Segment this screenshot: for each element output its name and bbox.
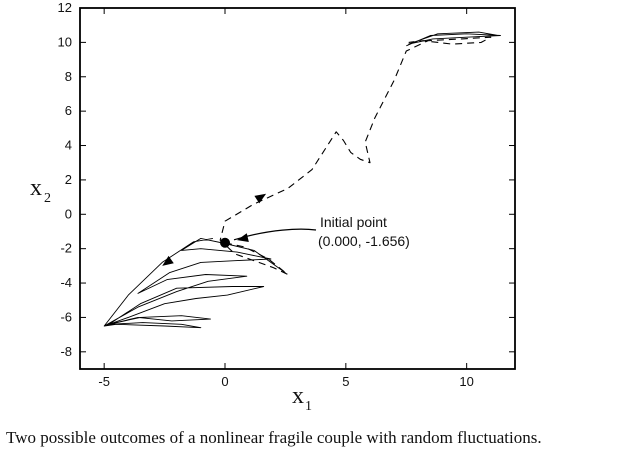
y-axis-label: x: [30, 175, 42, 201]
x-tick-label: 0: [221, 374, 228, 389]
y-tick-label: -4: [60, 275, 72, 290]
x-axis-label: x: [292, 383, 304, 409]
arrow-head-1: [254, 193, 267, 204]
x-tick-label: -5: [98, 374, 110, 389]
axis-ticks: -5 0 5 10 -8 -6 -4 -2 0 2 4 6 8 10 12: [58, 0, 515, 389]
figure-caption: Two possible outcomes of a nonlinear fra…: [6, 428, 542, 447]
plot-frame: [79, 7, 516, 370]
y-axis-label-subscript: 2: [44, 191, 51, 206]
y-tick-label: -8: [60, 344, 72, 359]
y-tick-label: 8: [65, 69, 72, 84]
y-tick-label: 6: [65, 103, 72, 118]
x-tick-label: 5: [342, 374, 349, 389]
solid-trajectory-2: [406, 31, 501, 47]
dashed-trajectory-1: [219, 36, 492, 276]
x-tick-label: 10: [459, 374, 473, 389]
initial-point-label: Initial point: [320, 214, 387, 230]
y-tick-label: 4: [65, 138, 72, 153]
y-tick-label: 10: [58, 34, 72, 49]
initial-point-callout-line: [233, 228, 317, 241]
y-tick-label: 12: [58, 0, 72, 15]
y-tick-label: -6: [60, 309, 72, 324]
y-tick-label: 2: [65, 172, 72, 187]
initial-point-marker: [220, 237, 230, 248]
series-layer: [103, 31, 501, 329]
y-tick-label: 0: [65, 206, 72, 221]
arrow-head-0: [162, 255, 174, 266]
solid-trajectory-0: [103, 237, 286, 329]
x-axis-label-subscript: 1: [305, 399, 312, 414]
y-tick-label: -2: [60, 241, 72, 256]
annotation-layer: [162, 193, 317, 266]
initial-point-coords: (0.000, -1.656): [318, 233, 410, 249]
